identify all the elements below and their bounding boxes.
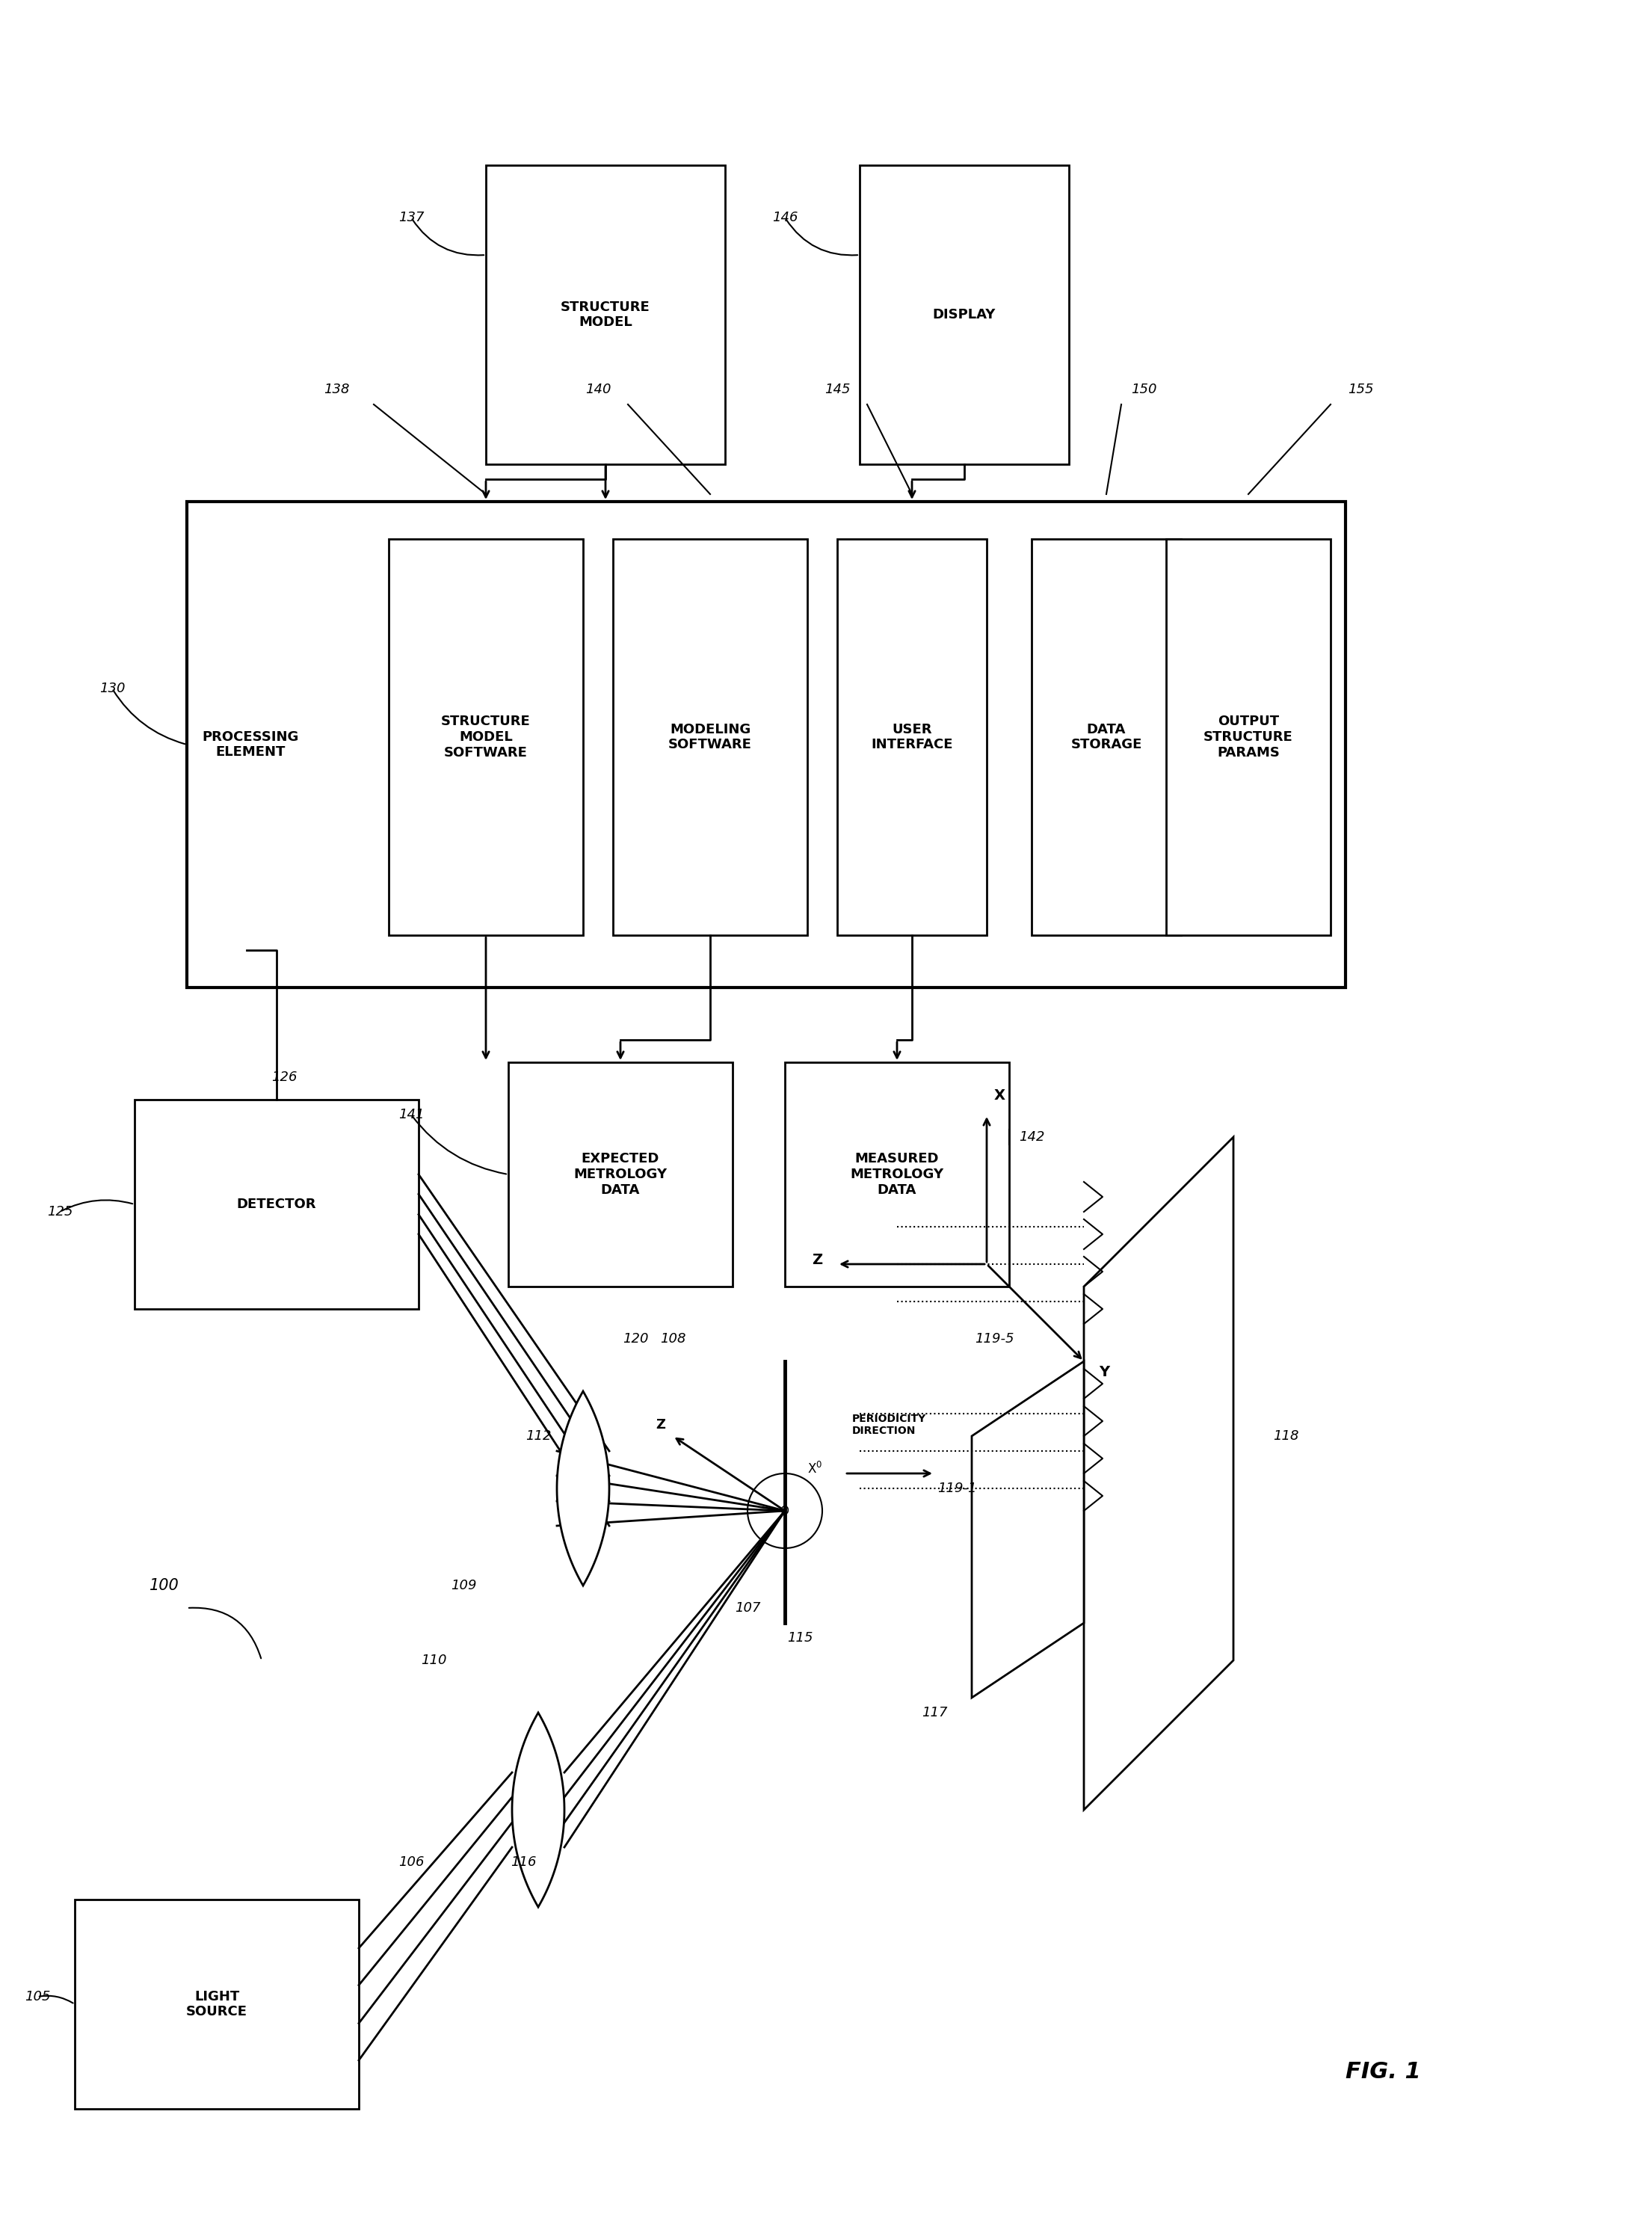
Text: 112: 112 (525, 1430, 552, 1444)
Text: $\Theta$: $\Theta$ (780, 1506, 790, 1517)
Text: 107: 107 (735, 1601, 760, 1615)
Bar (1166, 540, 1330, 935)
Bar (74, 1899, 358, 2110)
Text: 115: 115 (786, 1630, 813, 1644)
Text: DATA
STORAGE: DATA STORAGE (1070, 722, 1142, 751)
Bar (509, 1062, 732, 1286)
Text: 137: 137 (398, 211, 425, 224)
Polygon shape (971, 1361, 1084, 1697)
Text: PERIODICITY
DIRECTION: PERIODICITY DIRECTION (852, 1413, 927, 1437)
Text: 150: 150 (1132, 382, 1156, 395)
Text: 116: 116 (510, 1855, 537, 1868)
Text: 118: 118 (1272, 1430, 1298, 1444)
Text: 130: 130 (99, 682, 126, 695)
Bar (388, 540, 583, 935)
Bar (486, 164, 725, 464)
Text: FIG. 1: FIG. 1 (1345, 2061, 1421, 2083)
Text: 109: 109 (451, 1579, 476, 1592)
Text: 117: 117 (922, 1706, 947, 1719)
Text: 155: 155 (1348, 382, 1373, 395)
Text: Z: Z (656, 1419, 666, 1433)
Text: 119-5: 119-5 (975, 1333, 1014, 1346)
Bar (859, 164, 1069, 464)
Text: OUTPUT
STRUCTURE
PARAMS: OUTPUT STRUCTURE PARAMS (1204, 715, 1294, 760)
Text: 141: 141 (398, 1108, 425, 1122)
Bar (187, 502, 1345, 988)
Text: 100: 100 (150, 1579, 180, 1592)
Bar (613, 540, 808, 935)
Text: LIGHT
SOURCE: LIGHT SOURCE (187, 1990, 248, 2019)
Text: 110: 110 (421, 1655, 446, 1668)
Text: X$^0$: X$^0$ (808, 1461, 823, 1477)
Text: 108: 108 (659, 1333, 686, 1346)
Text: 145: 145 (824, 382, 851, 395)
Text: 126: 126 (271, 1071, 297, 1084)
Text: MEASURED
METROLOGY
DATA: MEASURED METROLOGY DATA (851, 1153, 943, 1197)
Text: 146: 146 (771, 211, 798, 224)
Bar (1031, 540, 1181, 935)
Text: DETECTOR: DETECTOR (236, 1197, 317, 1210)
Polygon shape (557, 1390, 610, 1586)
Text: DISPLAY: DISPLAY (933, 309, 996, 322)
Bar (134, 1099, 418, 1308)
Text: EXPECTED
METROLOGY
DATA: EXPECTED METROLOGY DATA (573, 1153, 667, 1197)
Bar (785, 1062, 1009, 1286)
Bar (838, 540, 986, 935)
Text: STRUCTURE
MODEL
SOFTWARE: STRUCTURE MODEL SOFTWARE (441, 715, 530, 760)
Text: 138: 138 (324, 382, 349, 395)
Text: 125: 125 (46, 1206, 73, 1219)
Text: MODELING
SOFTWARE: MODELING SOFTWARE (669, 722, 752, 751)
Text: X: X (995, 1088, 1006, 1102)
Text: 140: 140 (585, 382, 611, 395)
Text: PROCESSING
ELEMENT: PROCESSING ELEMENT (202, 731, 299, 760)
Text: STRUCTURE
MODEL: STRUCTURE MODEL (560, 300, 651, 329)
Text: 105: 105 (25, 1990, 50, 2003)
Text: Z: Z (811, 1253, 823, 1268)
Text: 106: 106 (398, 1855, 425, 1868)
Text: 142: 142 (1019, 1130, 1044, 1144)
Polygon shape (1084, 1137, 1234, 1810)
Polygon shape (512, 1712, 565, 1908)
Text: Y: Y (1099, 1366, 1110, 1379)
Text: 120: 120 (623, 1333, 648, 1346)
Text: USER
INTERFACE: USER INTERFACE (871, 722, 953, 751)
Text: 119-1: 119-1 (937, 1481, 976, 1495)
